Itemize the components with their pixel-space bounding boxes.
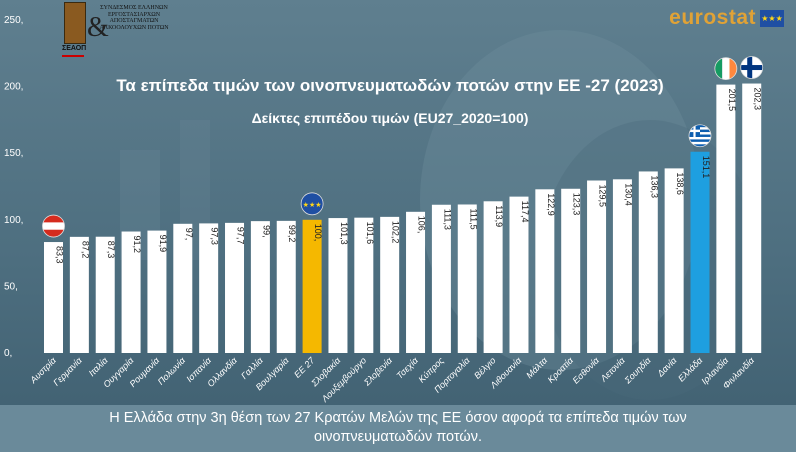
bar-value-label: 111,3	[442, 209, 452, 230]
bar-1	[69, 236, 89, 353]
bar-18	[509, 196, 529, 353]
svg-text:★★★: ★★★	[303, 201, 322, 209]
flag-marker-26	[714, 57, 738, 81]
bar-value-label: 83,3	[55, 246, 65, 264]
bar-value-label: 91,9	[158, 235, 168, 253]
bar-value-label: 106,	[417, 216, 427, 234]
bar-value-label: 87,2	[80, 241, 90, 259]
category-label: Λουξεμβούργο	[319, 355, 368, 404]
bar-11	[328, 218, 348, 353]
bar-value-label: 97,7	[236, 227, 246, 245]
bar-value-label: 138,6	[675, 172, 685, 195]
bar-4	[147, 230, 167, 353]
logo-acronym: ΣΕΑΟΠ	[62, 45, 87, 52]
category-label: Εσθονία	[571, 355, 602, 386]
bar-value-label: 99,2	[287, 225, 297, 243]
flag-marker-0	[42, 214, 65, 238]
category-label: Ιταλία	[87, 355, 111, 379]
y-tick-label: 150,	[4, 148, 23, 159]
y-tick-label: 200,	[4, 82, 23, 93]
bar-value-label: 202,3	[753, 88, 763, 111]
bar-22	[612, 179, 632, 353]
y-tick-label: 50,	[4, 281, 18, 292]
logo-org-text: ΣΥΝΔΕΣΜΟΣ ΕΛΛΗΝΩΝ ΕΡΓΟΣΤΑΣΙΑΡΧΩΝ ΑΠΟΣΤΑΓ…	[99, 5, 169, 31]
bar-value-label: 91,2	[132, 236, 142, 254]
eurostat-wordmark: eurostat	[669, 6, 756, 29]
bar-value-label: 113,9	[494, 205, 504, 227]
bar-3	[121, 231, 141, 353]
bar-20	[561, 188, 581, 353]
bar-0	[44, 242, 63, 353]
bar-value-label: 101,3	[339, 222, 349, 245]
bar-16	[457, 204, 477, 353]
category-label: Γερμανία	[51, 355, 84, 388]
bar-value-label: 97,3	[210, 227, 220, 245]
bar-9	[276, 220, 296, 353]
bar-7	[225, 222, 245, 353]
bar-25	[690, 151, 710, 353]
ampersand-icon: &	[87, 12, 109, 43]
bar-chart: 0,50,100,150,200,250,83,3Αυστρία87,2Γερμ…	[4, 15, 764, 404]
chart-title: Τα επίπεδα τιμών των οινοπνευματωδών ποτ…	[116, 76, 664, 95]
bar-value-label: 97,	[184, 228, 194, 241]
bar-value-label: 117,4	[520, 201, 530, 223]
bar-27	[742, 83, 762, 353]
bar-5	[173, 223, 193, 353]
footer-line-2: οινοπνευματωδών ποτών.	[313, 429, 483, 445]
seaop-logo: ΣΥΝΔΕΣΜΟΣ ΕΛΛΗΝΩΝ ΕΡΓΟΣΤΑΣΙΑΡΧΩΝ ΑΠΟΣΤΑΓ…	[60, 2, 180, 60]
chart-subtitle: Δείκτες επιπέδου τιμών (EU27_2020=100)	[251, 110, 529, 126]
flag-marker-27	[740, 56, 764, 79]
flag-marker-25	[688, 124, 712, 148]
bar-10	[302, 219, 322, 353]
bar-2	[95, 236, 115, 353]
category-label: Σουηδία	[622, 355, 653, 386]
bar-value-label: 122,9	[546, 193, 556, 216]
bottle-emblem-icon	[64, 2, 86, 44]
y-tick-label: 250,	[4, 15, 23, 26]
bar-12	[354, 217, 374, 353]
eu-flag-icon: ★★★	[760, 9, 784, 27]
bar-value-label: 136,3	[649, 175, 659, 198]
bar-value-label: 111,5	[468, 208, 478, 229]
category-label: Πολωνία	[156, 355, 188, 387]
bar-value-label: 201,5	[727, 89, 737, 112]
bar-21	[587, 180, 607, 353]
bar-26	[716, 84, 736, 354]
bar-24	[664, 168, 684, 353]
bar-value-label: 129,5	[598, 185, 608, 208]
bar-15	[431, 204, 451, 353]
bar-value-label: 101,6	[365, 222, 375, 245]
footer-note: Η Ελλάδα στην 3η θέση των 27 Κρατών Μελώ…	[0, 405, 796, 452]
category-label: Σλοβενία	[361, 355, 394, 388]
bar-14	[406, 211, 426, 353]
eurostat-brand: eurostat ★★★	[669, 6, 784, 30]
bar-19	[535, 189, 555, 353]
bar-8	[250, 221, 270, 353]
bar-value-label: 87,3	[106, 241, 116, 259]
bar-value-label: 102,2	[391, 221, 401, 244]
bar-value-label: 151,1	[701, 156, 711, 179]
footer-line-1: Η Ελλάδα στην 3η θέση των 27 Κρατών Μελώ…	[109, 410, 687, 426]
bar-13	[380, 216, 400, 353]
bar-value-label: 130,4	[623, 183, 633, 206]
bar-17	[483, 201, 503, 353]
bar-6	[199, 223, 219, 353]
bar-value-label: 99,	[261, 225, 271, 238]
logo-red-line	[62, 55, 84, 57]
y-tick-label: 0,	[4, 348, 12, 359]
flag-marker-10: ★★★	[300, 192, 324, 216]
y-tick-label: 100,	[4, 215, 23, 226]
category-label: Δανία	[655, 355, 680, 380]
bar-value-label: 100,	[313, 224, 323, 242]
bar-23	[638, 171, 658, 353]
bar-value-label: 123,3	[572, 193, 582, 216]
